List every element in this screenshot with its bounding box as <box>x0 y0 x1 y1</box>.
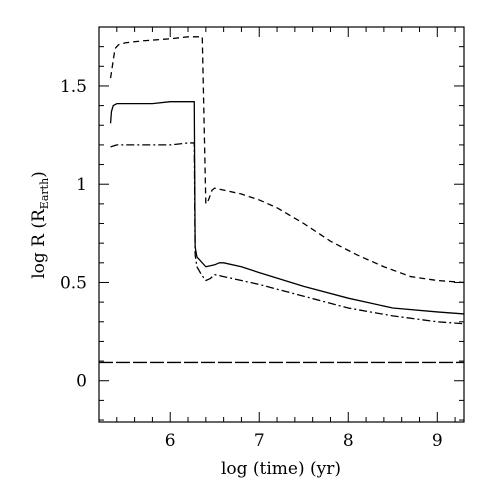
series-line-dashed <box>109 36 464 284</box>
x-tick-label: 8 <box>343 431 354 451</box>
x-tick-label: 9 <box>432 431 443 451</box>
series-line-dashdot <box>110 142 464 325</box>
y-axis-title: log R (REarth) <box>29 171 51 279</box>
y-tick-label: 1.5 <box>60 77 87 97</box>
y-tick-label: 0.5 <box>60 273 87 293</box>
y-tick-label: 1 <box>76 175 87 195</box>
x-axis-title: log (time) (yr) <box>221 459 341 479</box>
series-line-solid <box>109 101 464 315</box>
y-tick-label: 0 <box>76 372 87 392</box>
y-axis-title-subscript: Earth <box>38 178 51 209</box>
y-axis-title-close: ) <box>29 171 49 178</box>
y-axis-title-main: log R (R <box>29 208 49 279</box>
x-tick-label: 7 <box>254 431 265 451</box>
plot-frame <box>98 26 465 423</box>
x-tick-label: 6 <box>165 431 176 451</box>
